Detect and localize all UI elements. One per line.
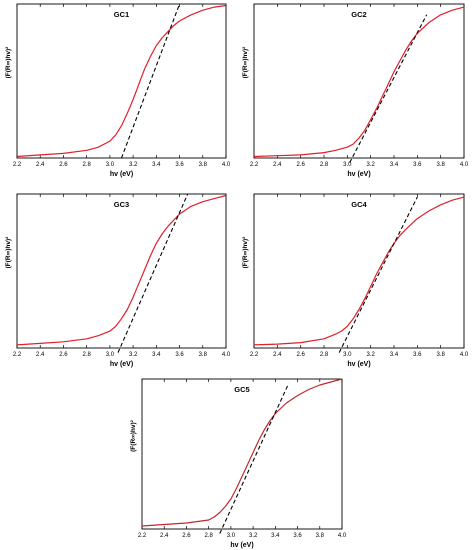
x-tick-label: 3.0 (106, 162, 115, 168)
y-axis-label: (F(R∞)hv)² (130, 419, 137, 452)
x-tick-label: 2.2 (250, 162, 259, 168)
chart-title: GC5 (234, 385, 249, 394)
x-tick-label: 3.4 (271, 533, 280, 539)
x-tick-label: 3.6 (413, 352, 422, 358)
x-tick-label: 3.8 (199, 162, 208, 168)
tauc-fit-line (219, 383, 290, 534)
x-tick-label: 2.8 (320, 352, 329, 358)
x-tick-label: 2.2 (138, 533, 147, 539)
chart-title: GC2 (351, 10, 366, 19)
x-tick-label: 3.0 (106, 352, 115, 358)
x-axis-label: hv (eV) (347, 361, 370, 368)
x-tick-label: 4.0 (222, 352, 231, 358)
tauc-fit-line (120, 3, 181, 159)
x-tick-label: 2.4 (273, 352, 282, 358)
x-tick-label: 2.8 (320, 162, 329, 168)
tauc-fit-line (338, 196, 418, 353)
x-axis-label: hv (eV) (110, 171, 133, 178)
x-tick-label: 2.8 (82, 352, 91, 358)
x-tick-label: 4.0 (222, 162, 231, 168)
x-tick-label: 2.6 (59, 162, 68, 168)
x-tick-label: 3.8 (436, 162, 445, 168)
data-series-line (253, 196, 465, 346)
x-tick-label: 2.2 (250, 352, 259, 358)
y-axis-label: (F(R∞)hv)² (242, 236, 249, 269)
data-series-line (253, 6, 465, 158)
data-series-line (141, 378, 343, 527)
data-series-line (16, 4, 227, 158)
plot-frame (253, 3, 465, 159)
x-tick-label: 3.4 (152, 162, 161, 168)
x-tick-label: 3.0 (343, 352, 352, 358)
data-series-line (16, 194, 227, 346)
chart-panel-5: 2.2 2.4 2.6 2.8 3.0 3.2 3.4 3.6 3.8 4.0 hv (eV) (F(… (130, 378, 347, 549)
x-tick-label: 3.4 (390, 162, 399, 168)
x-tick-label: 3.2 (129, 162, 138, 168)
x-tick-label: 3.6 (175, 352, 184, 358)
x-tick-label: 3.8 (436, 352, 445, 358)
y-axis-label: (F(R∞)hv)² (5, 236, 12, 269)
chart-title: GC3 (114, 200, 129, 209)
x-tick-label: 3.8 (199, 352, 208, 358)
x-tick-label: 2.4 (273, 162, 282, 168)
x-axis-label: hv (eV) (230, 542, 253, 549)
plot-frame (141, 378, 343, 530)
x-tick-label: 3.6 (293, 533, 302, 539)
x-tick-label: 2.6 (296, 352, 305, 358)
chart-title: GC1 (114, 10, 129, 19)
y-axis-label: (F(R∞)hv)² (5, 46, 12, 79)
x-tick-label: 2.4 (36, 352, 45, 358)
x-tick-label: 2.2 (13, 352, 22, 358)
x-tick-label: 2.8 (204, 533, 213, 539)
x-tick-label: 3.2 (249, 533, 258, 539)
chart-panel-1: 2.2 2.4 2.6 2.8 3.0 3.2 3.4 3.6 3.8 4.0 hv (eV) (F(… (5, 3, 231, 178)
chart-title: GC4 (351, 200, 367, 209)
x-tick-label: 3.2 (129, 352, 138, 358)
x-tick-label: 2.4 (160, 533, 169, 539)
chart-panel-2: 2.2 2.4 2.6 2.8 3.0 3.2 3.4 3.6 3.8 4.0 hv (eV) (F(… (242, 3, 469, 178)
plot-frame (16, 193, 227, 349)
x-axis-label: hv (eV) (347, 171, 370, 178)
x-tick-label: 2.6 (59, 352, 68, 358)
x-tick-label: 3.4 (152, 352, 161, 358)
y-axis-label: (F(R∞)hv)² (242, 46, 249, 79)
x-tick-label: 4.0 (460, 162, 469, 168)
x-tick-label: 2.6 (182, 533, 191, 539)
x-tick-label: 2.2 (13, 162, 22, 168)
x-tick-label: 3.0 (343, 162, 352, 168)
x-tick-label: 2.8 (82, 162, 91, 168)
x-tick-label: 3.2 (366, 352, 375, 358)
x-tick-label: 4.0 (460, 352, 469, 358)
x-tick-label: 3.0 (227, 533, 236, 539)
plot-frame (16, 3, 227, 159)
tauc-fit-line (117, 193, 189, 353)
tauc-fit-line (349, 14, 428, 163)
x-tick-label: 4.0 (338, 533, 347, 539)
x-tick-label: 3.6 (413, 162, 422, 168)
x-axis-label: hv (eV) (110, 361, 133, 368)
x-tick-label: 3.4 (390, 352, 399, 358)
x-tick-label: 3.2 (366, 162, 375, 168)
chart-panel-3: 2.2 2.4 2.6 2.8 3.0 3.2 3.4 3.6 3.8 4.0 hv (eV) (F(… (5, 193, 231, 368)
x-tick-label: 2.6 (296, 162, 305, 168)
plot-frame (253, 193, 465, 349)
x-tick-label: 2.4 (36, 162, 45, 168)
x-tick-label: 3.8 (316, 533, 325, 539)
x-tick-label: 3.6 (175, 162, 184, 168)
chart-panel-4: 2.2 2.4 2.6 2.8 3.0 3.2 3.4 3.6 3.8 4.0 hv (eV) (F(… (242, 193, 469, 368)
